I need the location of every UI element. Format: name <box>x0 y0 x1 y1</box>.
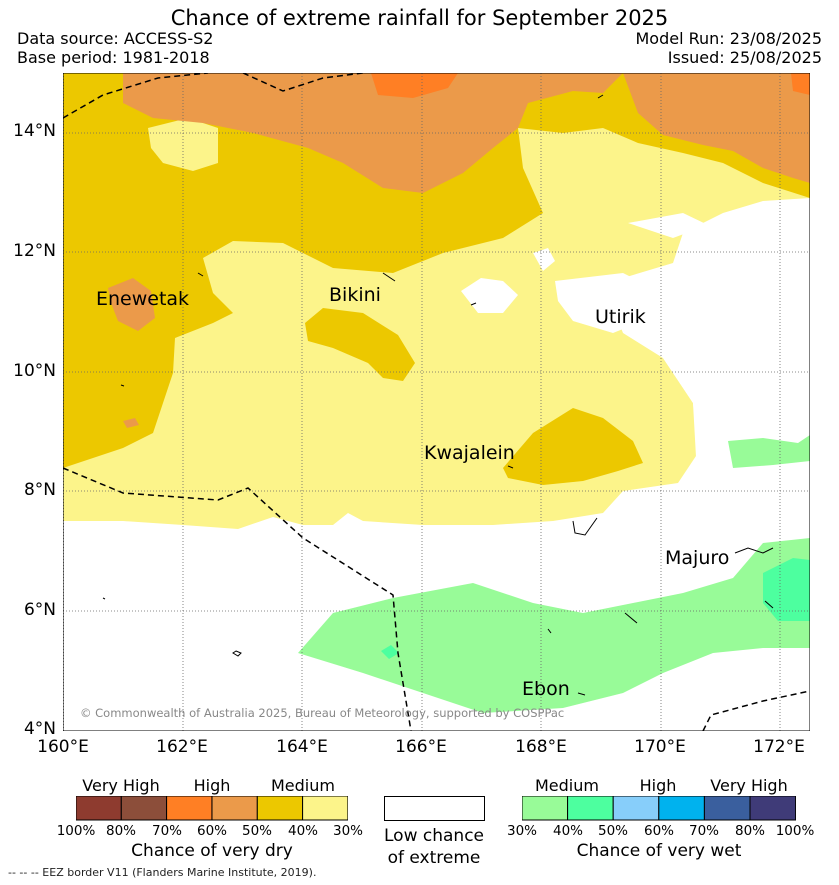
zone-dry-medium-north-strip <box>63 143 173 213</box>
issued-text: Issued: 25/08/2025 <box>667 48 822 67</box>
zone-wet-medium-east-strip <box>728 435 810 468</box>
copyright-notice: © Commonwealth of Australia 2025, Bureau… <box>80 706 564 720</box>
lat-label-10n: 10°N <box>13 361 56 381</box>
zone-low-gap-3 <box>533 248 555 271</box>
data-source-text: Data source: ACCESS-S2 <box>17 29 214 48</box>
meta-right: Model Run: 23/08/2025 Issued: 25/08/2025 <box>636 29 823 67</box>
lon-label-160e: 160°E <box>37 737 89 757</box>
place-label-bikini: Bikini <box>329 284 381 306</box>
wet-swatch-4 <box>703 796 751 821</box>
place-label-utirik: Utirik <box>595 306 646 328</box>
zone-wet-medium-strong-dot <box>381 645 399 659</box>
model-run-text: Model Run: 23/08/2025 <box>635 29 823 48</box>
zone-wet-medium <box>298 538 810 713</box>
dry-swatch-0 <box>76 796 122 821</box>
zone-dry-high-small <box>123 418 139 428</box>
lat-label-4n: 4°N <box>23 719 56 739</box>
dry-category-very-high: Very High <box>82 776 160 795</box>
zone-dry-medium-kwajalein <box>503 408 643 485</box>
dry-swatch-3 <box>211 796 258 821</box>
wet-tick-70: 70% <box>688 823 719 839</box>
place-label-majuro: Majuro <box>665 547 729 569</box>
wet-category-very-high: Very High <box>710 776 788 795</box>
low-chance-label-line2: of extreme <box>387 848 481 868</box>
wet-colorbar <box>522 796 796 821</box>
wet-swatch-3 <box>658 796 705 821</box>
lat-label-12n: 12°N <box>13 241 56 261</box>
wet-legend-title: Chance of very wet <box>576 841 742 861</box>
zone-dry-light-pocket-west <box>148 118 218 171</box>
dry-tick-60: 60% <box>196 823 227 839</box>
place-label-ebon: Ebon <box>522 678 570 700</box>
wet-tick-100: 100% <box>775 823 815 839</box>
lon-label-164e: 164°E <box>276 737 328 757</box>
wet-category-medium: Medium <box>535 776 599 795</box>
zone-low-gap-2 <box>555 273 663 333</box>
lat-label-14n: 14°N <box>13 121 56 141</box>
lon-label-172e: 172°E <box>753 737 805 757</box>
wet-swatch-0 <box>522 796 569 821</box>
zone-wet-medium-strong <box>763 558 810 621</box>
dry-tick-70: 70% <box>151 823 182 839</box>
zone-dry-high-strong <box>371 73 458 98</box>
wet-tick-80: 80% <box>734 823 765 839</box>
dry-legend-title: Chance of very dry <box>131 841 293 861</box>
wet-tick-40: 40% <box>552 823 583 839</box>
meta-left: Data source: ACCESS-S2 Base period: 1981… <box>17 29 213 67</box>
lat-label-8n: 8°N <box>23 480 56 500</box>
lat-label-6n: 6°N <box>23 600 56 620</box>
dry-tick-100: 100% <box>56 823 96 839</box>
dry-swatch-2 <box>166 796 213 821</box>
wet-swatch-1 <box>567 796 614 821</box>
wet-tick-30: 30% <box>506 823 537 839</box>
wet-category-high: High <box>639 776 677 795</box>
dry-category-high: High <box>193 776 231 795</box>
zone-dry-medium-bikini <box>305 308 415 381</box>
dry-swatch-4 <box>256 796 304 821</box>
dry-swatch-1 <box>120 796 168 821</box>
wet-tick-50: 50% <box>597 823 628 839</box>
base-period-text: Base period: 1981-2018 <box>17 48 210 67</box>
dry-tick-30: 30% <box>332 823 363 839</box>
wet-swatch-2 <box>612 796 660 821</box>
place-label-enewetak: Enewetak <box>96 288 189 310</box>
lon-label-162e: 162°E <box>156 737 208 757</box>
eez-footnote: -- -- -- EEZ border V11 (Flanders Marine… <box>8 866 317 879</box>
dry-tick-80: 80% <box>105 823 136 839</box>
zone-dry-high-strong-east <box>791 73 810 95</box>
islands <box>102 94 774 696</box>
wet-tick-60: 60% <box>643 823 674 839</box>
low-chance-swatch <box>384 796 485 821</box>
rainfall-map: Enewetak Bikini Utirik Kwajalein Majuro … <box>63 73 810 731</box>
low-chance-label-line1: Low chance <box>384 826 484 846</box>
zone-low-gap-4 <box>628 213 708 238</box>
zone-low-gap-5 <box>688 238 763 271</box>
dry-tick-40: 40% <box>287 823 318 839</box>
zone-low-gap-1 <box>461 278 518 313</box>
lon-label-170e: 170°E <box>634 737 686 757</box>
wet-swatch-5 <box>749 796 796 821</box>
zone-dry-high-enewetak <box>108 278 155 331</box>
eez-borders <box>63 73 810 731</box>
lon-label-166e: 166°E <box>395 737 447 757</box>
dry-category-medium: Medium <box>271 776 335 795</box>
zone-dry-medium <box>63 73 810 468</box>
lon-label-168e: 168°E <box>515 737 567 757</box>
map-title: Chance of extreme rainfall for September… <box>170 6 669 30</box>
dry-tick-50: 50% <box>241 823 272 839</box>
dry-swatch-5 <box>302 796 348 821</box>
dry-colorbar <box>76 796 348 821</box>
place-label-kwajalein: Kwajalein <box>424 442 515 464</box>
